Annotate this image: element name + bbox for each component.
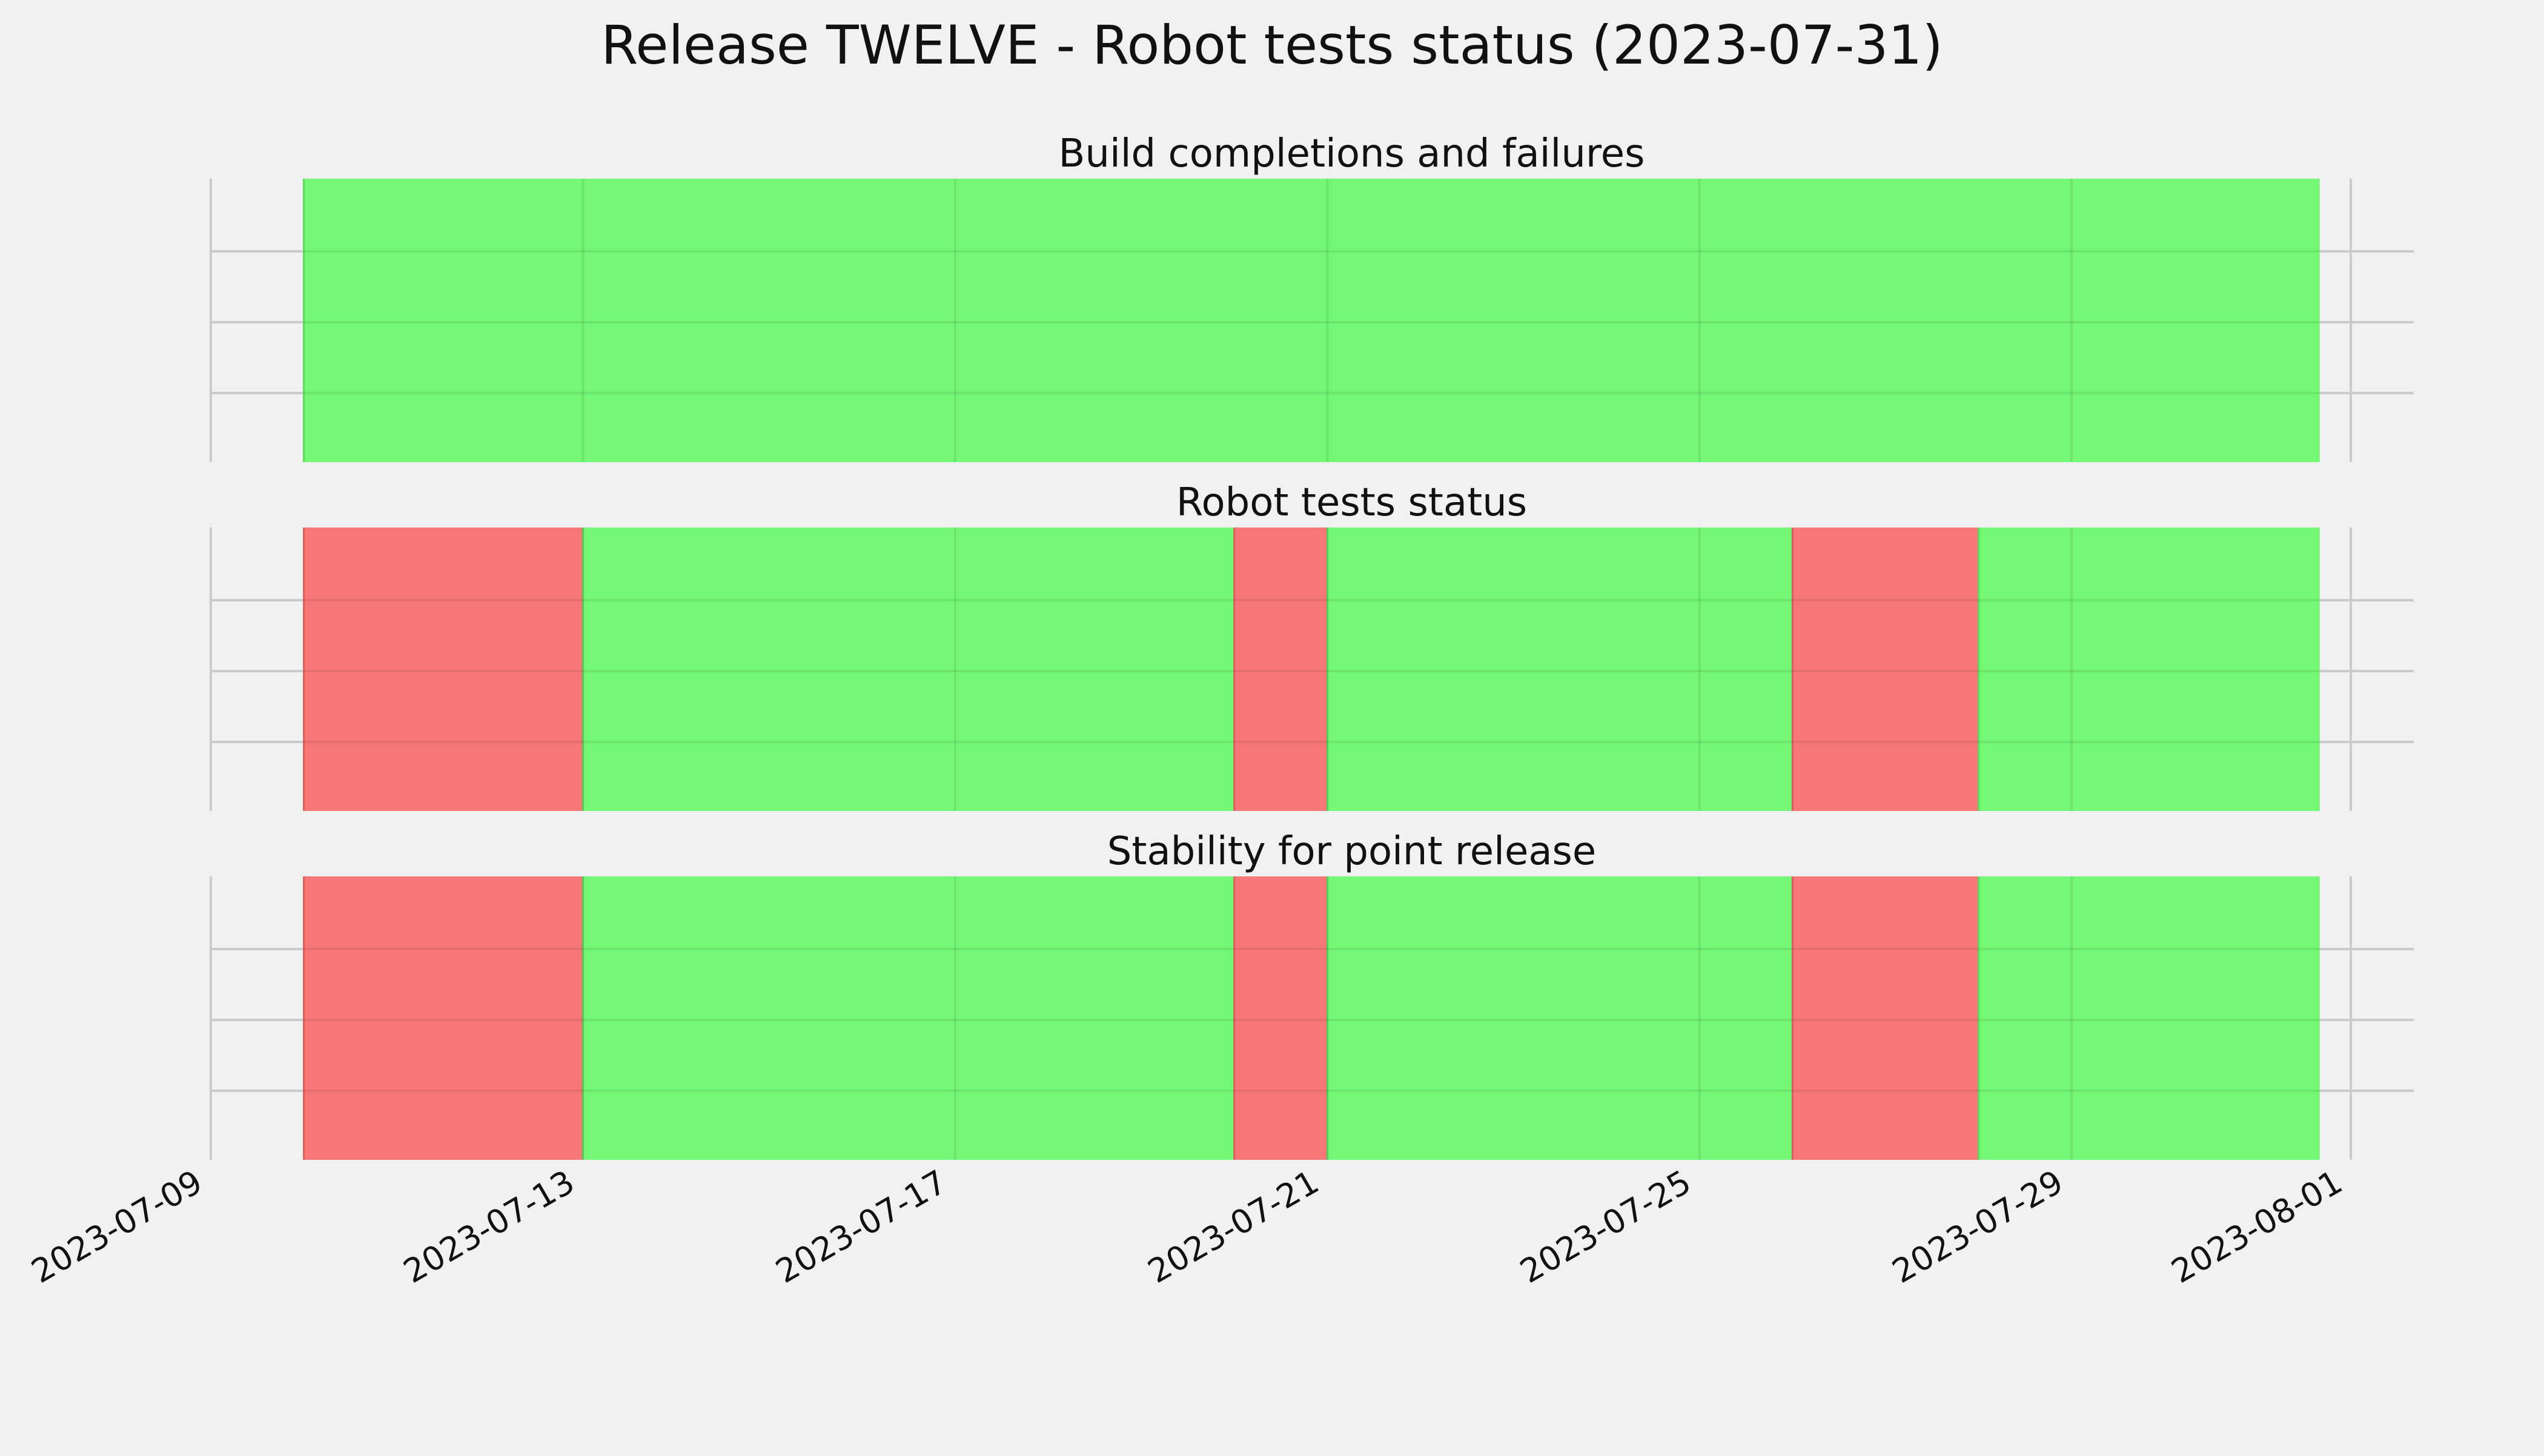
fail-segment [303,528,583,811]
chart-panel: Robot tests status [210,480,2414,811]
x-tick-label: 2023-07-21 [1142,1163,1325,1291]
pass-segment [1978,876,2320,1160]
pass-segment [583,876,1234,1160]
x-tick-label: 2023-07-25 [1514,1163,1697,1291]
chart-panel: Build completions and failures [210,131,2414,462]
fail-segment [1234,876,1328,1160]
pass-segment [1327,528,1793,811]
panel-title: Build completions and failures [1059,131,1645,176]
panel-title: Robot tests status [1176,480,1527,525]
chart-panel: Stability for point release [210,829,2414,1160]
x-tick-label: 2023-07-13 [397,1163,581,1291]
x-tick-label: 2023-07-17 [769,1163,953,1291]
panel-title: Stability for point release [1107,829,1597,874]
pass-segment [1327,876,1793,1160]
x-tick-label: 2023-08-01 [2165,1163,2348,1291]
panels-layer: Build completions and failures Robot test… [210,131,2414,1160]
pass-segment [583,528,1234,811]
fail-segment [303,876,583,1160]
chart-title: Release TWELVE - Robot tests status (202… [601,14,1943,76]
x-tick-label: 2023-07-09 [25,1163,208,1291]
x-axis: 2023-07-09 2023-07-13 2023-07-17 2023-07-21… [25,1163,2348,1291]
fail-segment [1792,528,1979,811]
fail-segment [1234,528,1328,811]
fail-segment [1792,876,1979,1160]
pass-segment [1978,528,2320,811]
pass-segment [303,179,2320,462]
x-tick-label: 2023-07-29 [1886,1163,2069,1291]
